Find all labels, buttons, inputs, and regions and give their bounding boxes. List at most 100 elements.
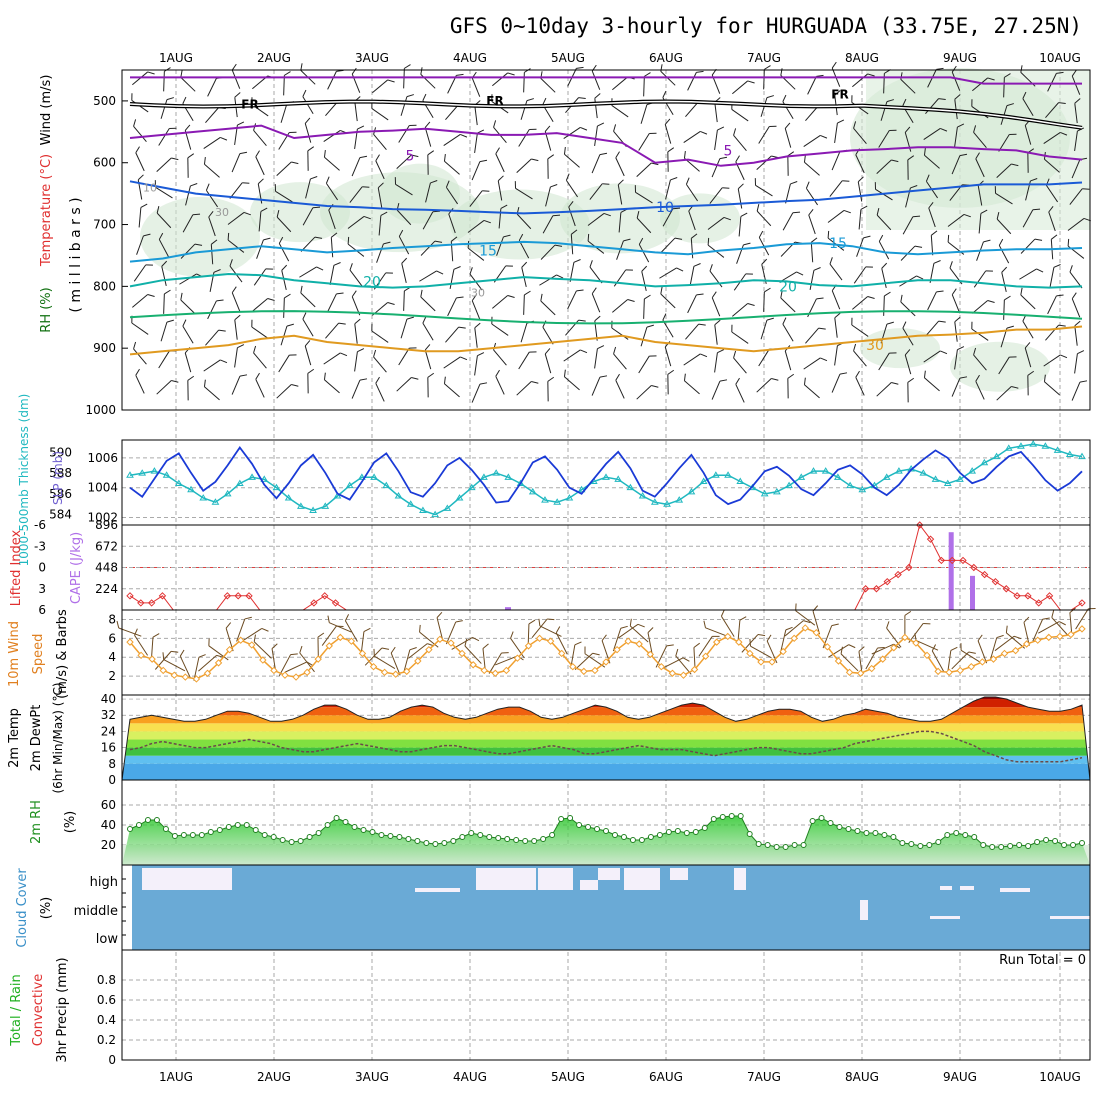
wind-barb <box>472 380 487 404</box>
wind-barb-flag <box>801 155 808 162</box>
wind-tick-label: 8 <box>108 612 116 626</box>
wind-barb-staff <box>712 298 719 317</box>
wind-barb-staff <box>564 154 579 167</box>
wind-barb-staff <box>616 380 624 398</box>
wind-barb-flag <box>164 290 170 294</box>
wind-barb <box>801 155 823 175</box>
wind-barb-staff <box>450 269 454 289</box>
wind-barb-staff <box>618 624 638 638</box>
wind-barb <box>401 258 412 283</box>
wind-barb-flag <box>651 383 658 390</box>
slp-tick-label: 1006 <box>87 451 118 465</box>
wind-barb-flag <box>820 133 827 140</box>
wind-barb-flag <box>661 314 668 321</box>
wind-barb <box>804 182 822 205</box>
wind-barb <box>157 155 179 176</box>
wind-barb <box>688 291 704 315</box>
wind-barb-flag <box>1043 616 1050 622</box>
wind-barb-staff <box>872 644 894 654</box>
wind-barb-flag <box>477 352 483 357</box>
cloud-clear-gap <box>476 868 536 890</box>
wind-barb-staff <box>539 275 556 285</box>
temperature-contour-label: 5 <box>406 148 415 164</box>
wind-barb-staff <box>688 72 697 90</box>
wind-barb-flag <box>308 147 314 151</box>
wind-barb-staff <box>856 377 864 395</box>
wind-barb-flag <box>743 241 750 247</box>
wind-barb-staff <box>408 644 427 659</box>
wind-barb <box>184 347 196 372</box>
wind-barb-staff <box>159 129 170 146</box>
wind-barb-staff <box>232 293 239 312</box>
thickness-tick-label: 584 <box>49 508 72 522</box>
wind-barb-flag <box>771 376 778 383</box>
wind-barb-staff <box>496 154 504 172</box>
wind-barb <box>859 206 867 230</box>
wind-barb-staff <box>355 352 358 372</box>
wind-barb-staff <box>1072 382 1080 400</box>
wind-barb-staff <box>684 381 699 394</box>
rh-area <box>122 816 1090 865</box>
rh-contour-label: 30 <box>215 206 229 219</box>
wind-barb-staff <box>374 357 387 372</box>
wind-barb-staff <box>519 130 530 147</box>
wind-barb-staff <box>159 351 170 368</box>
rh-point <box>765 843 770 848</box>
wind-barb-staff <box>1048 296 1057 314</box>
wind-barb <box>204 135 227 153</box>
wind-barb-flag <box>936 288 943 294</box>
wind-barb <box>254 151 270 175</box>
wind-barb-staff <box>325 323 338 338</box>
rh-point <box>954 831 959 836</box>
temperature-band <box>122 715 1090 723</box>
temperature-band <box>122 764 1090 780</box>
wind-barb <box>954 317 963 342</box>
wind-barb-staff <box>324 353 341 364</box>
wind-barb-flag <box>1004 296 1010 300</box>
wind-barb <box>808 295 824 319</box>
rh-contour-label: 30 <box>471 287 485 300</box>
rh-point <box>352 825 357 830</box>
rh-point <box>226 825 231 830</box>
wind-barb-flag <box>764 65 770 69</box>
cloud-clear-gap <box>624 868 660 890</box>
wind-barb-staff <box>328 294 337 312</box>
run-total-label: Run Total = 0 <box>999 953 1086 968</box>
wind-barb-staff <box>161 100 167 119</box>
wind-barb-staff <box>852 296 867 309</box>
wind-barb <box>232 150 247 174</box>
wind-barb-flag <box>454 265 461 270</box>
wind-barb-staff <box>331 237 332 257</box>
pressure-tick-label: 500 <box>93 94 116 108</box>
cloud-clear-gap <box>538 868 573 890</box>
wind-barb <box>178 293 199 314</box>
wind-barb-staff <box>614 354 627 369</box>
date-label-top: 5AUG <box>551 51 585 65</box>
wind-barb-staff <box>139 207 141 227</box>
wind-barb-flag <box>609 321 616 328</box>
wind-barb-flag <box>284 294 290 298</box>
wind-barb-flag <box>696 291 703 297</box>
wind-barb-flag <box>521 262 528 267</box>
wind-barb <box>492 70 514 90</box>
wind-barb-staff <box>732 303 747 316</box>
wind-barb-staff <box>372 108 388 119</box>
wind-barb-staff <box>132 294 147 307</box>
wind-speed-point <box>1068 632 1074 638</box>
wind-barb-flag <box>1071 293 1078 299</box>
wind-barb-staff <box>642 271 646 290</box>
wind-barb-flag <box>898 295 905 302</box>
wind-barb-10m <box>179 650 196 678</box>
wind-barb-flag <box>538 294 545 301</box>
rh-tick-label: 60 <box>101 798 116 812</box>
wind-barb <box>1019 267 1043 285</box>
wind-barb <box>321 373 343 393</box>
rh-point <box>855 829 860 834</box>
wind-speed-point <box>1079 626 1085 632</box>
wind-barb <box>1074 321 1083 346</box>
wind-barb-flag <box>1003 626 1010 633</box>
wind-barb-flag <box>310 175 317 180</box>
wind-barb-flag <box>834 313 840 318</box>
wind-barb-flag <box>597 122 603 127</box>
